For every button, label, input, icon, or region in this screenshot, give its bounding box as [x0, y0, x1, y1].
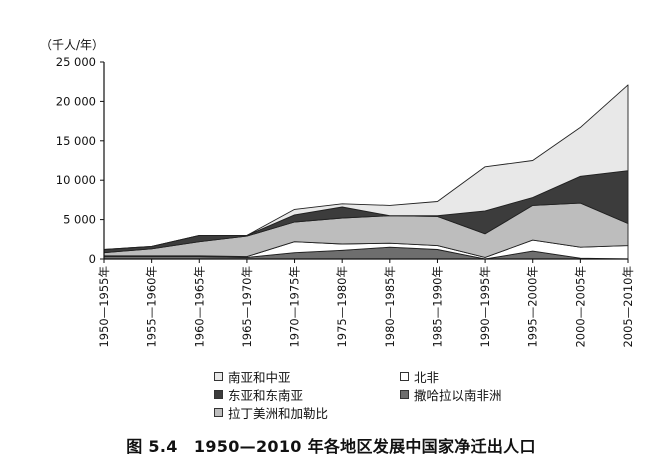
stacked-area-chart: 0 5 000 10 000 15 000 20 000 25 000 1950—1955…	[40, 38, 635, 348]
legend-swatch	[214, 372, 223, 381]
legend-item-north-africa: 北非	[400, 367, 439, 386]
legend-label: 东亚和东南亚	[228, 388, 304, 403]
y-axis-unit-label: （千人/年）	[40, 38, 104, 52]
legend-swatch	[400, 390, 409, 399]
x-tick-label: 1950—1955年	[97, 266, 111, 348]
legend: 南亚和中亚 北非 东亚和东南亚 撒哈拉以南非洲 拉丁美洲和加勒比	[214, 367, 544, 421]
x-tick-label: 1960—1965年	[192, 266, 206, 348]
legend-swatch	[214, 390, 223, 399]
legend-item-sub-saharan-africa: 撒哈拉以南非洲	[400, 385, 502, 404]
legend-label: 拉丁美洲和加勒比	[228, 406, 329, 421]
legend-item-latin-america-caribbean: 拉丁美洲和加勒比	[214, 403, 328, 422]
x-tick-label: 1980—1985年	[383, 266, 397, 348]
x-tick-label: 2000—2005年	[573, 266, 587, 348]
x-tick-label: 1995—2000年	[526, 266, 540, 348]
y-tick-label: 20 000	[56, 94, 96, 108]
x-tick-label: 1970—1975年	[288, 266, 302, 348]
x-tick-label: 1990—1995年	[478, 266, 492, 348]
legend-label: 撒哈拉以南非洲	[414, 388, 502, 403]
x-tick-label: 1975—1980年	[335, 266, 349, 348]
x-tick-layer: 1950—1955年 1955—1960年 1960—1965年 1965—1970年…	[97, 259, 635, 348]
figure-caption: 图 5.4 1950—2010 年各地区发展中国家净迁出人口	[126, 437, 536, 456]
legend-label: 南亚和中亚	[228, 370, 291, 385]
axes	[103, 62, 628, 260]
x-tick-label: 1965—1970年	[240, 266, 254, 348]
x-tick-label: 2005—2010年	[621, 266, 635, 348]
legend-label: 北非	[414, 370, 440, 385]
x-tick-label: 1985—1990年	[430, 266, 444, 348]
y-tick-layer: 0 5 000 10 000 15 000 20 000 25 000	[56, 55, 104, 266]
area-layer	[103, 84, 629, 260]
legend-swatch	[214, 408, 223, 417]
y-tick-label: 5 000	[63, 213, 96, 227]
legend-swatch	[400, 372, 409, 381]
y-tick-label: 15 000	[56, 134, 96, 148]
y-tick-label: 25 000	[56, 55, 96, 69]
area-series-4	[103, 84, 629, 250]
x-tick-label: 1955—1960年	[145, 266, 159, 348]
legend-item-south-central-asia: 南亚和中亚	[214, 367, 291, 386]
y-tick-label: 10 000	[56, 173, 96, 187]
legend-item-east-southeast-asia: 东亚和东南亚	[214, 385, 303, 404]
y-tick-label: 0	[89, 252, 96, 266]
